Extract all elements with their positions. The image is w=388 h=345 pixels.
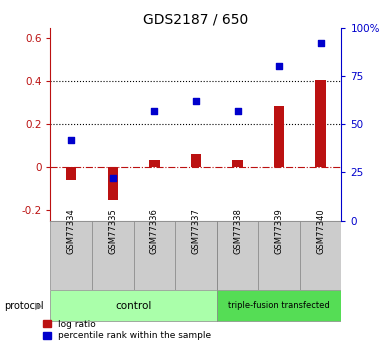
Point bbox=[276, 63, 282, 69]
Text: control: control bbox=[115, 301, 152, 311]
Bar bbox=[274, 106, 284, 167]
Legend: log ratio, percentile rank within the sample: log ratio, percentile rank within the sa… bbox=[43, 320, 211, 341]
Bar bbox=[175, 221, 217, 290]
Text: GSM77335: GSM77335 bbox=[108, 208, 117, 254]
Text: GSM77338: GSM77338 bbox=[233, 208, 242, 254]
Bar bbox=[191, 154, 201, 167]
Bar bbox=[149, 160, 159, 167]
Point bbox=[110, 176, 116, 181]
Text: GSM77334: GSM77334 bbox=[67, 208, 76, 254]
Title: GDS2187 / 650: GDS2187 / 650 bbox=[143, 12, 249, 27]
Point bbox=[234, 108, 241, 114]
Text: GSM77337: GSM77337 bbox=[191, 208, 201, 254]
Point bbox=[68, 137, 74, 142]
Text: protocol: protocol bbox=[4, 301, 43, 311]
Bar bbox=[232, 160, 243, 167]
Bar bbox=[315, 80, 326, 167]
Bar bbox=[217, 290, 341, 321]
Text: GSM77336: GSM77336 bbox=[150, 208, 159, 254]
Bar bbox=[133, 221, 175, 290]
Bar bbox=[300, 221, 341, 290]
Bar bbox=[92, 221, 133, 290]
Bar bbox=[258, 221, 300, 290]
Text: GSM77340: GSM77340 bbox=[316, 208, 325, 254]
Bar bbox=[107, 167, 118, 200]
Text: ▶: ▶ bbox=[35, 301, 42, 311]
Point bbox=[317, 40, 324, 46]
Bar bbox=[217, 221, 258, 290]
Bar bbox=[50, 290, 217, 321]
Text: GSM77339: GSM77339 bbox=[275, 208, 284, 254]
Text: triple-fusion transfected: triple-fusion transfected bbox=[228, 301, 330, 310]
Bar bbox=[50, 221, 92, 290]
Point bbox=[151, 108, 158, 114]
Point bbox=[193, 98, 199, 104]
Bar bbox=[66, 167, 76, 180]
